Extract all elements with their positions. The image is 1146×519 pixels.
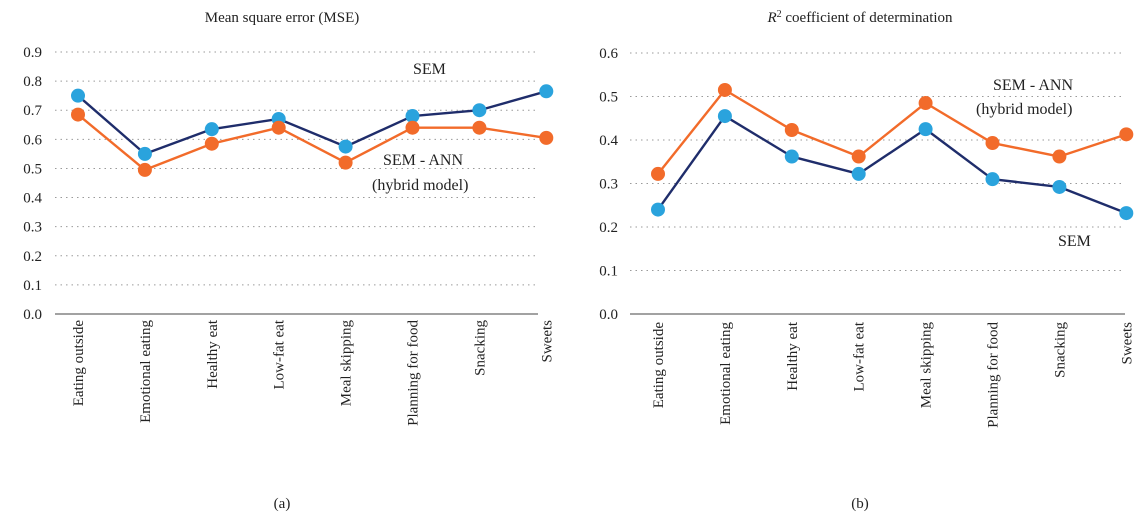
- title-superscript: 2: [777, 9, 782, 20]
- data-point-sem-ann: [1119, 127, 1134, 142]
- data-point-sem: [472, 103, 487, 118]
- title-rest: coefficient of determination: [782, 10, 953, 26]
- annotation-hybrid-line-2: (hybrid model): [372, 177, 468, 194]
- data-point-sem-ann: [985, 136, 1000, 151]
- y-tick-label: 0.6: [23, 132, 42, 148]
- y-tick-label: 0.5: [23, 161, 42, 177]
- data-point-sem-ann: [338, 155, 353, 170]
- annotation-hybrid-line-2: (hybrid model): [976, 101, 1072, 118]
- y-tick-label: 0.5: [599, 90, 618, 106]
- data-point-sem-ann: [204, 136, 219, 151]
- chart-title: R2 coefficient of determination: [766, 9, 953, 27]
- data-point-sem-ann: [717, 82, 732, 97]
- series-line-sem-ann: [657, 88, 1127, 175]
- data-point-sem-ann: [472, 120, 487, 135]
- x-category-label: Low-fat eat: [852, 321, 868, 391]
- x-category-label: Planning for food: [406, 320, 422, 426]
- data-point-sem: [784, 149, 799, 164]
- x-category-label: Healthy eat: [205, 319, 221, 389]
- data-point-sem-ann: [137, 162, 152, 177]
- y-tick-label: 0.2: [599, 220, 618, 236]
- title-r: R: [766, 10, 776, 26]
- x-category-label: Eating outside: [651, 322, 667, 409]
- x-category-label: Planning for food: [986, 322, 1002, 428]
- data-point-sem: [405, 109, 420, 124]
- annotation-hybrid-line-1: SEM - ANN: [383, 152, 463, 169]
- chart-panel-b: R2 coefficient of determination 0.0 0.1 0.…: [599, 9, 1135, 513]
- y-tick-label: 0.0: [599, 307, 618, 323]
- y-tick-label: 0.3: [23, 220, 42, 236]
- x-category-label: Emotional eating: [138, 320, 154, 423]
- data-point-sem: [651, 202, 665, 217]
- x-category-label: Sweets: [1119, 322, 1135, 365]
- y-tick-label: 0.1: [23, 278, 42, 294]
- data-point-sem-ann: [918, 96, 933, 111]
- data-point-sem-ann: [851, 149, 866, 164]
- y-tick-label: 0.4: [23, 191, 42, 207]
- data-point-sem: [851, 166, 866, 181]
- data-point-sem: [918, 122, 933, 137]
- series-line-sem-ann: [77, 113, 547, 172]
- data-point-sem-ann: [405, 120, 420, 135]
- x-category-label: Snacking: [1052, 322, 1068, 378]
- x-category-label: Sweets: [539, 320, 555, 363]
- y-tick-label: 0.1: [599, 264, 618, 280]
- chart-panel-a: Mean square error (MSE) 0.0 0.1 0.2 0.3 0.4 0…: [23, 10, 555, 512]
- x-category-label: Healthy eat: [785, 321, 801, 391]
- y-tick-label: 0.7: [23, 103, 42, 119]
- data-point-sem-ann: [1052, 149, 1067, 164]
- data-point-sem-ann: [784, 122, 799, 137]
- series-line-sem: [77, 90, 547, 156]
- data-point-sem: [717, 109, 732, 124]
- y-tick-label: 0.8: [23, 74, 42, 90]
- annotation-sem: SEM: [413, 61, 446, 78]
- annotation-hybrid-line-1: SEM - ANN: [993, 77, 1073, 94]
- data-point-sem-ann: [539, 130, 554, 145]
- panel-caption-a: (a): [274, 496, 291, 512]
- x-category-label: Meal skipping: [919, 322, 935, 409]
- x-category-label: Snacking: [472, 320, 488, 376]
- y-tick-label: 0.9: [23, 45, 42, 61]
- data-point-sem-ann: [651, 166, 665, 181]
- data-point-sem-ann: [271, 120, 286, 135]
- annotation-sem: SEM: [1058, 233, 1091, 250]
- data-point-sem-ann: [71, 107, 85, 122]
- data-point-sem: [338, 139, 353, 154]
- x-category-label: Eating outside: [71, 320, 87, 407]
- y-tick-label: 0.4: [599, 133, 618, 149]
- y-tick-label: 0.3: [599, 177, 618, 193]
- series-line-sem: [657, 114, 1127, 215]
- data-point-sem: [1052, 179, 1067, 194]
- x-category-label: Emotional eating: [718, 322, 734, 425]
- y-tick-label: 0.0: [23, 307, 42, 323]
- data-point-sem: [985, 172, 1000, 187]
- y-tick-label: 0.6: [599, 46, 618, 62]
- y-tick-label: 0.2: [23, 249, 42, 265]
- data-point-sem: [137, 146, 152, 161]
- data-point-sem: [1119, 206, 1134, 221]
- data-point-sem: [539, 84, 554, 99]
- x-category-label: Meal skipping: [339, 320, 355, 407]
- data-point-sem: [204, 122, 219, 137]
- data-point-sem: [71, 88, 85, 103]
- panel-caption-b: (b): [851, 496, 869, 512]
- x-category-label: Low-fat eat: [272, 319, 288, 389]
- chart-title: Mean square error (MSE): [205, 10, 360, 26]
